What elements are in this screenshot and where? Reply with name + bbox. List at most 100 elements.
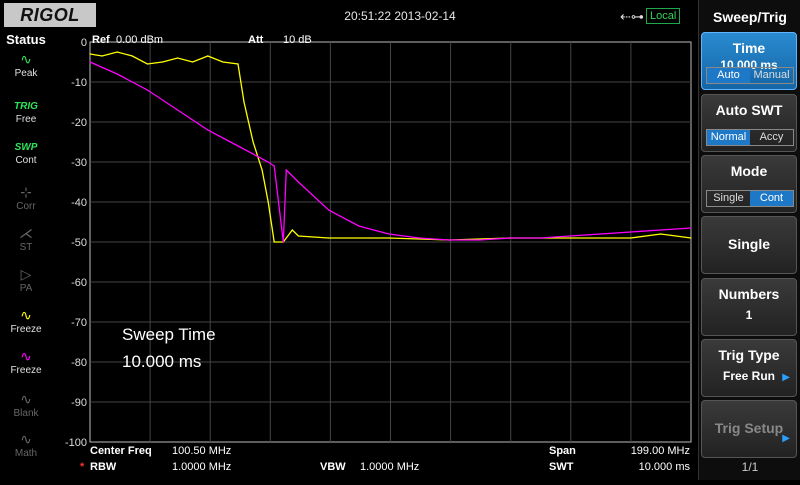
rbw-value: 1.0000 MHz: [172, 461, 231, 473]
trace-2: [89, 61, 692, 243]
toggle-option[interactable]: Accy: [759, 131, 784, 143]
softkey-toggle[interactable]: Normal Accy: [706, 129, 794, 146]
att-label: Att: [248, 34, 264, 46]
y-tick-label: -70: [71, 317, 87, 329]
trace-2-point: [285, 169, 287, 171]
status-item-peak: ∿ Peak: [6, 50, 46, 88]
trace-2-point: [116, 73, 118, 75]
trace-2-point: [478, 239, 481, 241]
toggle-option[interactable]: Cont: [750, 191, 793, 206]
status-item-label: ST: [19, 242, 33, 253]
status-item-st: ⋌ ST: [6, 224, 46, 262]
brand-logo: RIGOL: [4, 3, 96, 27]
softkey-label: Time: [732, 40, 766, 56]
trace-2-point: [418, 237, 420, 239]
spectrum-plot[interactable]: 0 -10 -20 -30 -40 -50 -60 -70 -80 -90 -100 Ref 0.00 …: [52, 30, 697, 480]
softkey-auto-swt[interactable]: Auto SWT Normal Accy: [701, 94, 797, 152]
trace-1-point: [629, 237, 632, 239]
status-item-label: Peak: [14, 68, 38, 79]
trace-2-point: [629, 231, 632, 233]
swp-text-icon: SWP: [14, 142, 38, 153]
status-item-label: Freeze: [10, 365, 42, 376]
softkey-trig-type[interactable]: Trig Type Free Run ▶: [701, 339, 797, 397]
trace-2-point: [267, 161, 269, 163]
toggle-option[interactable]: Auto: [707, 68, 750, 83]
status-item-label: PA: [19, 283, 33, 294]
usb-icon: ⇠⊶: [620, 9, 644, 24]
trace-1-point: [207, 55, 209, 57]
toggle-option[interactable]: Normal: [707, 130, 750, 145]
trace-2-point: [599, 233, 601, 235]
math-icon: ∿: [20, 431, 32, 447]
trace-1-point: [690, 237, 692, 239]
trace-2-point: [146, 89, 148, 91]
trace-2-point: [569, 235, 571, 237]
toggle-option[interactable]: Manual: [753, 69, 790, 81]
softkey-label: Trig Type: [718, 347, 780, 363]
trace-2-point: [539, 237, 541, 239]
trace-2-point: [273, 165, 275, 167]
trace-yellow-icon: ∿: [20, 307, 32, 323]
center-freq-value: 100.50 MHz: [172, 445, 231, 457]
vbw-label: VBW: [320, 461, 346, 473]
softkey-toggle[interactable]: Auto Manual: [706, 67, 794, 84]
softkey-time[interactable]: Time 10.000 ms Auto Manual: [701, 32, 797, 90]
y-tick-label: 0: [81, 37, 87, 49]
y-tick-label: -50: [71, 237, 87, 249]
status-item-pa: ▷ PA: [6, 265, 46, 303]
trace-1-point: [660, 233, 662, 235]
softkey-toggle[interactable]: Single Cont: [706, 190, 794, 207]
trace-1-point: [267, 201, 269, 203]
y-tick-label: -100: [65, 437, 87, 449]
trace-2-point: [690, 227, 692, 229]
menu-title: Sweep/Trig: [713, 9, 787, 25]
softkey-label: Mode: [730, 163, 768, 179]
trace-2-point: [237, 145, 239, 147]
toggle-option[interactable]: Single: [713, 192, 744, 204]
status-item-label: Blank: [13, 408, 39, 419]
status-item-label: Math: [14, 448, 38, 459]
softkey-panel: Sweep/Trig Time 10.000 ms Auto Manual Auto S…: [698, 0, 800, 480]
ref-label: Ref: [92, 34, 110, 46]
trace-2-point: [207, 129, 209, 131]
trace-2-point: [297, 181, 299, 183]
status-item-cont: SWP Cont: [6, 141, 46, 179]
trace-1-point: [569, 237, 571, 239]
status-item-blank: ∿ Blank: [6, 390, 46, 428]
trace-1-point: [222, 61, 224, 63]
status-item-label: Freeze: [10, 324, 42, 335]
trace-1-point: [237, 63, 239, 65]
trace-magenta-icon: ∿: [20, 348, 32, 364]
trace-2-point: [327, 209, 330, 211]
y-tick-label: -10: [71, 77, 87, 89]
trace-1-point: [176, 57, 179, 59]
trace-2-point: [176, 109, 179, 111]
center-freq-label: Center Freq: [90, 445, 152, 457]
y-tick-label: -60: [71, 277, 87, 289]
trace-1-point: [89, 53, 91, 55]
trace-1-point: [297, 235, 299, 237]
softkey-label: Single: [727, 236, 770, 252]
y-tick-label: -20: [71, 117, 87, 129]
softkey-numbers[interactable]: Numbers 1: [701, 278, 797, 336]
spectrum-display[interactable]: 0 -10 -20 -30 -40 -50 -60 -70 -80 -90 -100 Ref 0.00 …: [52, 30, 697, 480]
date-time: 20:51:22 2013-02-14: [344, 9, 456, 23]
status-item-corr: ⊹ Corr: [6, 183, 46, 221]
submenu-arrow-icon: ▶: [782, 372, 790, 383]
rbw-marker: *: [80, 461, 85, 473]
corr-icon: ⊹: [20, 184, 32, 200]
softkey-value: 1: [745, 308, 753, 322]
trace-1-point: [327, 237, 330, 239]
trace-1-point: [192, 61, 194, 63]
softkey-single[interactable]: Single: [701, 216, 797, 274]
trace-2-point: [358, 225, 360, 227]
sweep-time-annotation-value: 10.000 ms: [122, 352, 201, 371]
trace-2-point: [448, 239, 450, 241]
softkey-mode[interactable]: Mode Single Cont: [701, 155, 797, 213]
softkey-trig-setup[interactable]: Trig Setup ▶: [701, 400, 797, 458]
pa-icon: ▷: [20, 266, 32, 282]
peak-icon: ∿: [20, 51, 32, 67]
trace-1-point: [261, 169, 263, 171]
st-icon: ⋌: [19, 225, 33, 241]
top-bar: RIGOL 20:51:22 2013-02-14 ⇠⊶ Local: [0, 0, 698, 30]
